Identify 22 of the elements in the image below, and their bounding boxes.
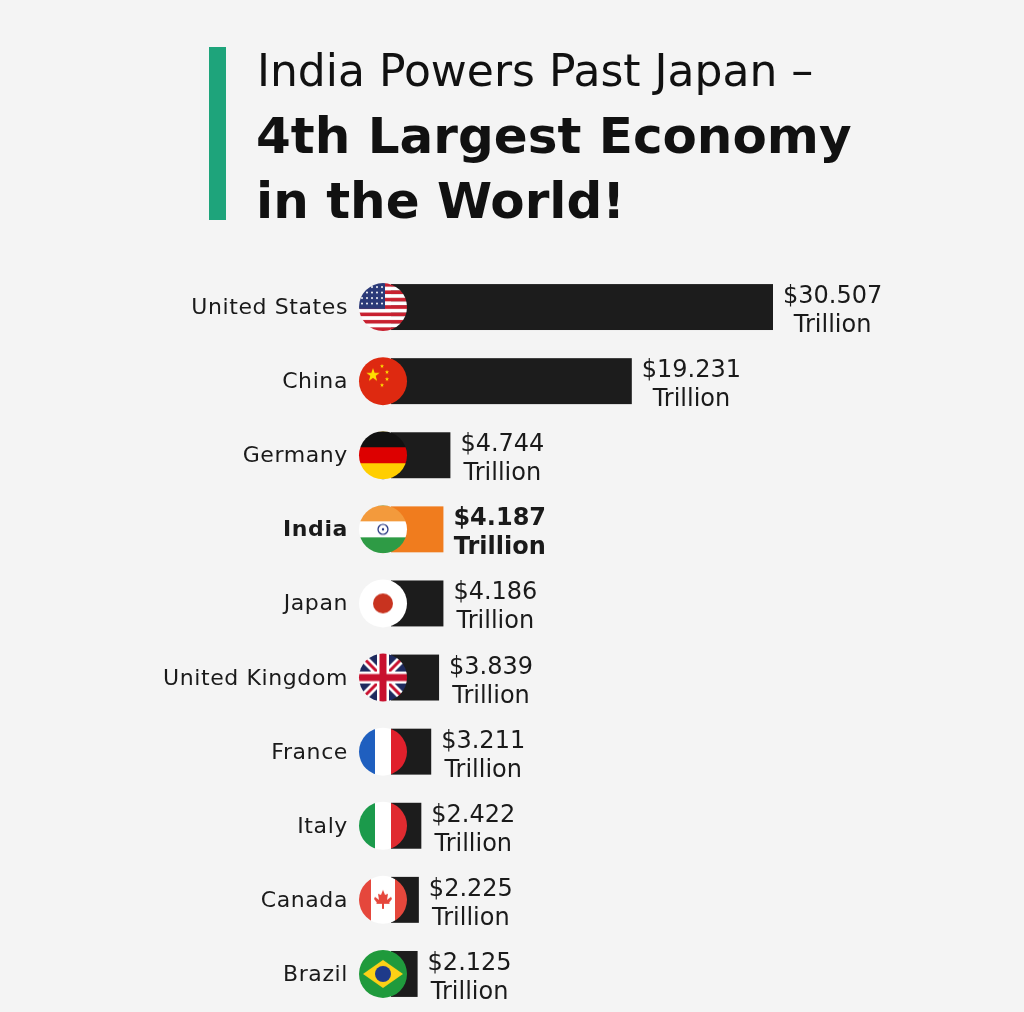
y-tick-label: Japan <box>281 590 348 616</box>
data-label: $4.187 Trillion <box>453 503 547 561</box>
y-tick-label: India <box>283 516 348 542</box>
data-label: $4.186 Trillion <box>453 577 538 635</box>
data-label: $19.231 Trillion <box>641 355 742 413</box>
data-label: $4.744 Trillion <box>460 429 545 487</box>
y-tick-label: Germany <box>242 442 348 468</box>
data-label: $3.839 Trillion <box>449 651 534 709</box>
data-label: $2.225 Trillion <box>428 873 513 931</box>
data-label: $2.125 Trillion <box>427 947 512 1005</box>
data-label: $30.507 Trillion <box>783 281 883 339</box>
data-label: $3.211 Trillion <box>441 725 526 783</box>
y-tick-label: United Kingdom <box>163 664 348 690</box>
y-tick-label: Brazil <box>283 960 348 986</box>
data-label: $2.422 Trillion <box>431 799 516 857</box>
y-tick-label: Italy <box>297 812 348 838</box>
chart-title: India Powers Past Japan – <box>257 45 814 96</box>
y-tick-label: China <box>282 368 348 394</box>
y-tick-label: France <box>271 738 348 764</box>
y-tick-label: United States <box>191 294 348 320</box>
chart-subtitle: 4th Largest Economy in the World! <box>256 107 852 230</box>
y-tick-label: Canada <box>260 886 348 912</box>
